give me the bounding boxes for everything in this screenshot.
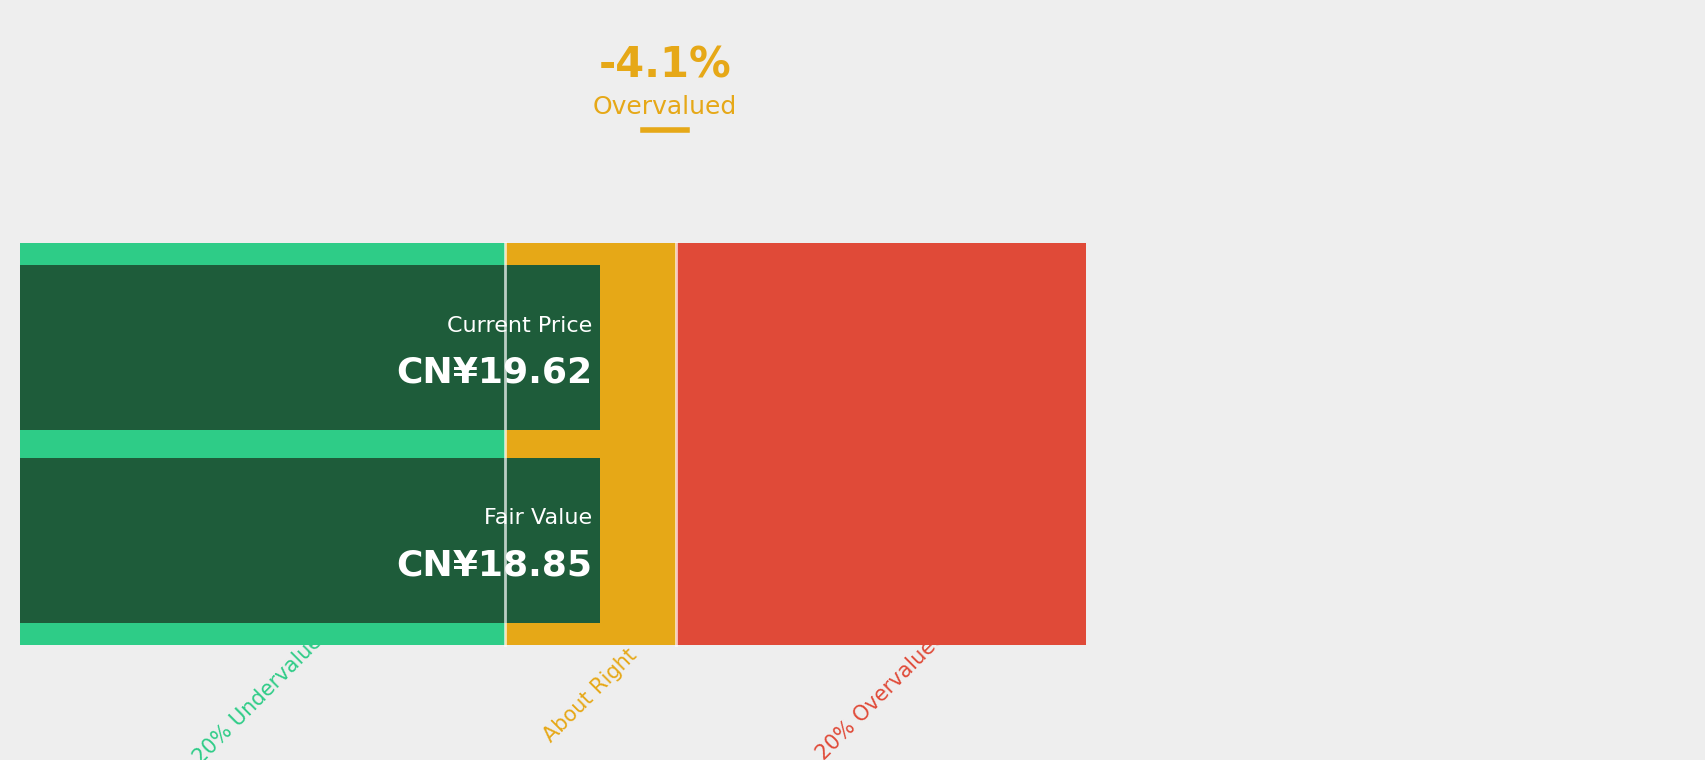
Text: CN¥19.62: CN¥19.62 [396,356,592,389]
Text: 20% Overvalued: 20% Overvalued [812,627,948,760]
Text: Overvalued: Overvalued [593,95,737,119]
Bar [20,623,505,645]
Text: 20% Undervalued: 20% Undervalued [189,622,336,760]
Text: About Right: About Right [539,644,641,746]
Bar [20,430,505,458]
Bar [20,265,600,430]
Bar [675,243,1086,645]
Text: Current Price: Current Price [447,315,592,335]
Bar [20,243,505,265]
Text: -4.1%: -4.1% [598,45,731,87]
Text: CN¥18.85: CN¥18.85 [396,549,592,582]
Bar [20,243,505,645]
Bar [20,458,600,623]
Bar [505,243,675,645]
Text: Fair Value: Fair Value [484,508,592,528]
